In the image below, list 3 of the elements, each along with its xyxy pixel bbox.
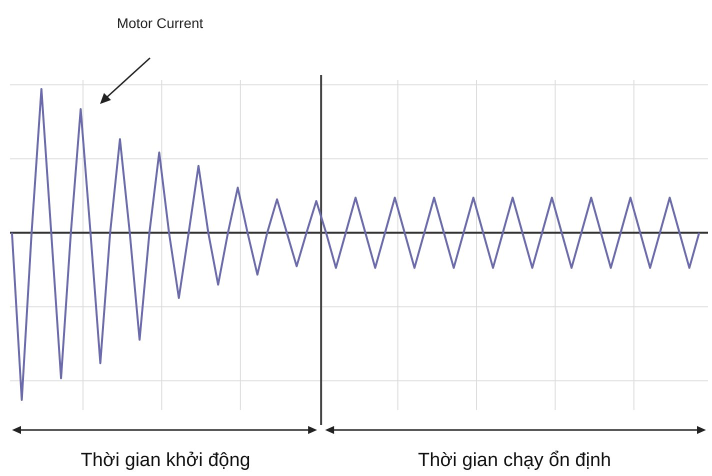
text: Thời gian chạy ổn định (418, 450, 612, 471)
text: Motor Current (116, 15, 204, 31)
text: Thời gian khởi động (80, 450, 250, 471)
